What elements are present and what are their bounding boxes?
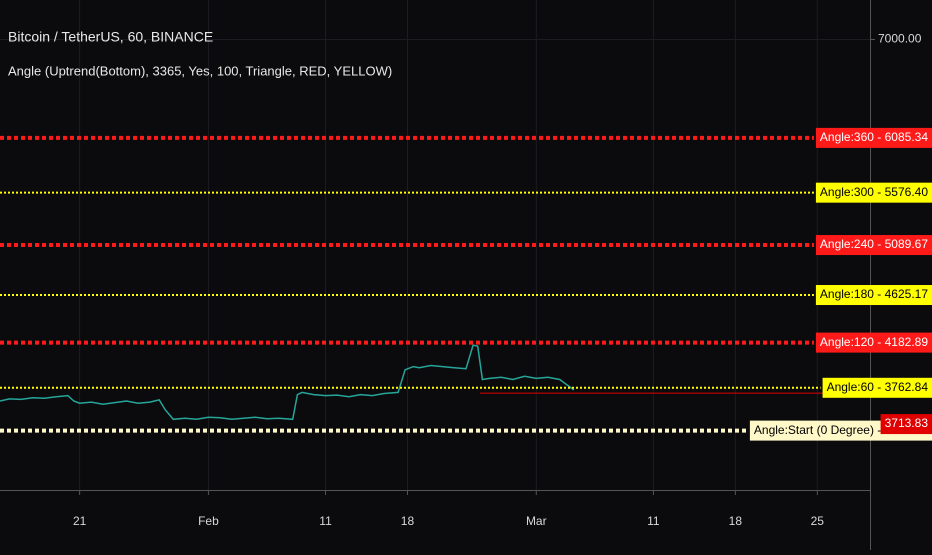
x-tick-label: 11 xyxy=(319,514,332,528)
y-tick-label: 7000.00 xyxy=(878,32,922,46)
level-label: Angle:360 - 6085.34 xyxy=(820,130,928,144)
level-label: Angle:180 - 4625.17 xyxy=(820,287,928,301)
level-label-box xyxy=(815,332,932,353)
level-label: Angle:120 - 4182.89 xyxy=(820,335,928,349)
x-tick-label: 18 xyxy=(729,514,743,528)
x-tick-label: 11 xyxy=(647,514,660,528)
indicator-label: Angle (Uptrend(Bottom), 3365, Yes, 100, … xyxy=(8,63,392,78)
level-label-box xyxy=(815,285,932,306)
level-label-box xyxy=(880,414,932,435)
chart-title: Bitcoin / TetherUS, 60, BINANCE xyxy=(8,29,213,45)
price-line xyxy=(0,344,575,421)
level-label-box xyxy=(815,235,932,256)
level-label: Angle:300 - 5576.40 xyxy=(820,185,928,199)
level-label: 3713.83 xyxy=(885,416,929,430)
level-label-box xyxy=(815,127,932,148)
x-tick-label: Feb xyxy=(198,514,219,528)
level-label-box xyxy=(815,182,932,203)
x-tick-label: Mar xyxy=(526,514,547,528)
level-label-box xyxy=(822,377,932,398)
x-tick-label: 18 xyxy=(401,514,415,528)
x-tick-label: 25 xyxy=(811,514,825,528)
level-label: Angle:240 - 5089.67 xyxy=(820,237,928,251)
x-tick-label: 21 xyxy=(73,514,87,528)
level-label: Angle:60 - 3762.84 xyxy=(827,380,929,394)
